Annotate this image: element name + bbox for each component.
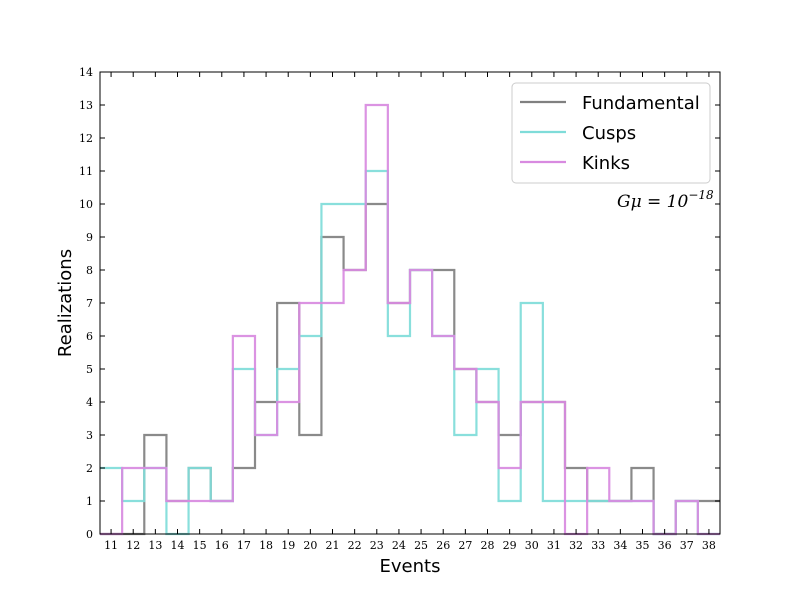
- y-tick-label: 7: [86, 297, 93, 310]
- x-tick-label: 15: [193, 539, 207, 552]
- x-tick-label: 20: [303, 539, 317, 552]
- x-tick-label: 11: [104, 539, 118, 552]
- legend: Fundamental Cusps Kinks: [511, 82, 711, 184]
- series-line-cusps: [100, 169, 720, 536]
- x-tick-label: 13: [148, 539, 162, 552]
- y-tick-label: 6: [86, 330, 93, 343]
- x-tick-label: 37: [680, 539, 694, 552]
- y-tick-label: 14: [79, 66, 93, 79]
- y-tick-label: 4: [86, 396, 93, 409]
- legend-label-kinks: Kinks: [582, 153, 630, 174]
- x-tick-label: 35: [636, 539, 650, 552]
- series-layer: [100, 103, 720, 536]
- y-tick-label: 2: [86, 462, 93, 475]
- x-tick-label: 24: [392, 539, 406, 552]
- y-tick-label: 8: [86, 264, 93, 277]
- x-axis-title: Events: [380, 556, 441, 577]
- gmu-annotation: Gμ = 10−18: [617, 188, 714, 212]
- series-line-kinks: [100, 103, 720, 536]
- y-tick-label: 3: [86, 429, 93, 442]
- x-tick-label: 36: [658, 539, 672, 552]
- y-axis-title: Realizations: [55, 249, 76, 357]
- y-tick-label: 11: [79, 165, 93, 178]
- x-tick-label: 28: [481, 539, 495, 552]
- y-tick-label: 9: [86, 231, 93, 244]
- x-tick-label: 27: [458, 539, 472, 552]
- x-tick-label: 29: [503, 539, 517, 552]
- gmu-annotation-exponent: −18: [688, 188, 714, 202]
- gmu-annotation-text: Gμ = 10: [617, 192, 688, 212]
- y-tick-label: 1: [86, 495, 93, 508]
- legend-label-fundamental: Fundamental: [582, 93, 700, 114]
- x-tick-label: 30: [525, 539, 539, 552]
- x-tick-label: 17: [237, 539, 251, 552]
- x-tick-label: 32: [569, 539, 583, 552]
- x-tick-label: 19: [281, 539, 295, 552]
- x-tick-label: 26: [436, 539, 450, 552]
- legend-box: [511, 82, 711, 184]
- x-tick-label: 38: [702, 539, 716, 552]
- axes-layer: 11 12 13 14 15 16 17 18 19 20 21 22 23 24 25 26 27 28 29 30…: [79, 66, 721, 552]
- x-tick-label: 16: [215, 539, 229, 552]
- y-tick-label: 12: [79, 132, 93, 145]
- y-tick-label: 5: [86, 363, 93, 376]
- x-tick-label: 14: [171, 539, 185, 552]
- y-tick-label: 10: [79, 198, 93, 211]
- x-tick-label: 23: [370, 539, 384, 552]
- x-tick-label: 31: [547, 539, 561, 552]
- x-tick-label: 33: [591, 539, 605, 552]
- y-tick-label: 13: [79, 99, 93, 112]
- x-tick-label: 18: [259, 539, 273, 552]
- x-tick-label: 22: [348, 539, 362, 552]
- y-tick-label: 0: [86, 528, 93, 541]
- x-tick-label: 12: [126, 539, 140, 552]
- x-tick-label: 21: [326, 539, 340, 552]
- legend-label-cusps: Cusps: [582, 123, 636, 144]
- x-tick-label: 25: [414, 539, 428, 552]
- x-tick-label: 34: [613, 539, 627, 552]
